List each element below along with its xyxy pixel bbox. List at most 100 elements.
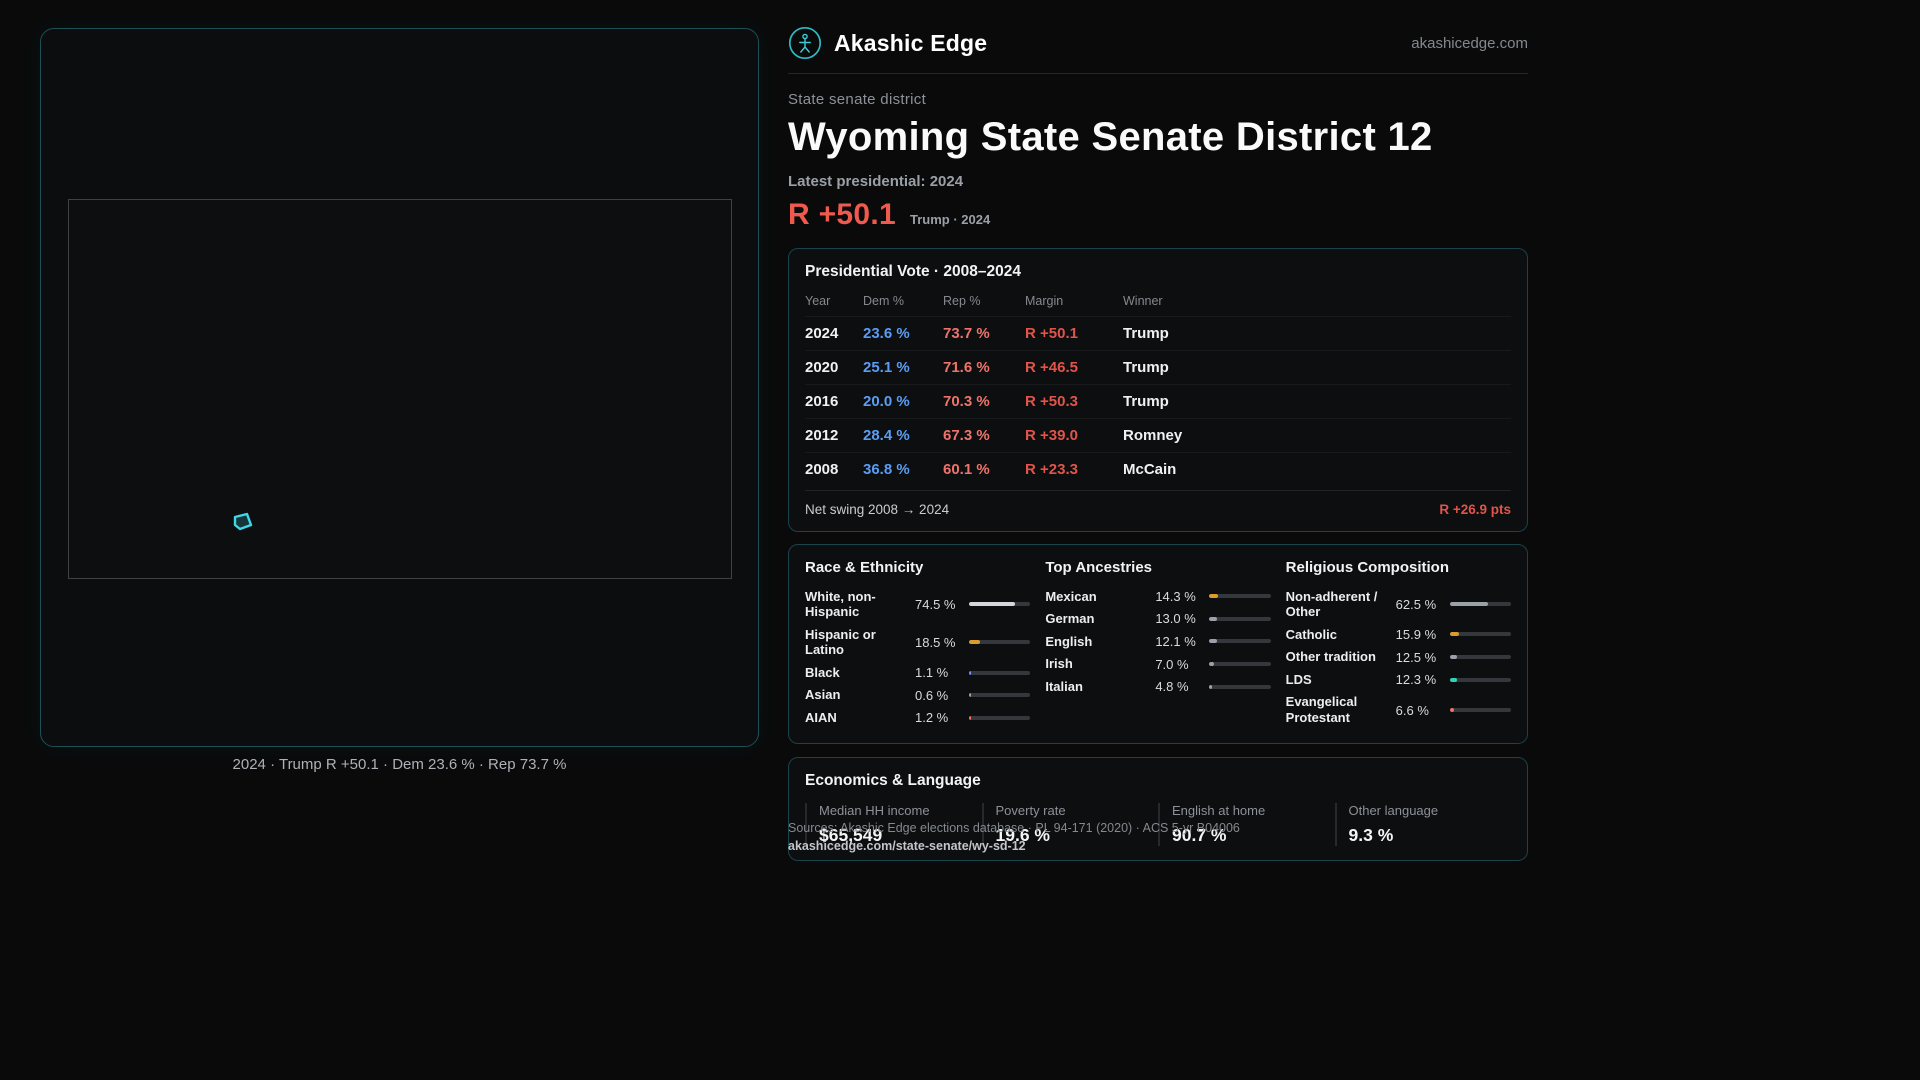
year-cell: 2012 [805,427,839,444]
stat-median-income: Median HH income $65,549 [805,803,982,847]
demo-bar [1209,639,1271,644]
economics-title: Economics & Language [805,772,981,790]
demo-label: Catholic [1285,626,1337,642]
detail-pane: Akashic Edge akashicedge.com State senat… [788,26,1528,862]
demo-bar [1449,602,1511,607]
rep-cell: 67.3 % [943,427,990,444]
latest-presidential-label: Latest presidential: 2024 [788,173,964,190]
demo-row: English 12.1 % [1045,630,1271,653]
table-row: 2016 20.0 % 70.3 % R +50.3 Trump [805,384,1511,418]
demo-bar [969,715,1031,720]
dem-cell: 25.1 % [863,359,910,376]
winner-cell: Trump [1123,325,1169,342]
demo-label: Other tradition [1285,649,1376,665]
demo-bar [1209,616,1271,621]
demo-label: Italian [1045,678,1083,694]
demo-bar [969,670,1031,675]
demo-bar [1209,594,1271,599]
stat-other-language: Other language 9.3 % [1334,803,1512,847]
demo-row: Mexican 14.3 % [1045,585,1271,608]
district-shape-icon[interactable] [231,511,255,533]
demo-label: Evangelical Protestant [1285,694,1358,726]
demographics-panel: Race & Ethnicity White, non-Hispanic 74.… [788,544,1528,745]
state-boundary-outline [68,199,732,579]
economics-stats: Median HH income $65,549 Poverty rate 19… [805,803,1512,847]
stat-label: English at home [1172,803,1266,819]
religion-column: Religious Composition Non-adherent / Oth… [1286,559,1511,729]
demo-bar [1449,632,1511,637]
col-winner: Winner [1123,294,1163,308]
margin-cell: R +50.1 [1025,325,1078,342]
presidential-vote-table: Year Dem % Rep % Margin Winner 2024 23.6… [805,289,1511,486]
presidential-vote-panel: Presidential Vote · 2008–2024 Year Dem %… [788,248,1528,532]
demo-value: 12.3 % [1395,672,1437,688]
table-header-row: Year Dem % Rep % Margin Winner [805,289,1511,316]
demo-bar [1209,684,1271,689]
col-year: Year [805,294,831,308]
demo-row: AIAN 1.2 % [805,707,1031,730]
page-footer: Sources: Akashic Edge elections database… [788,820,1240,855]
demo-row: German 13.0 % [1045,608,1271,631]
demo-value: 62.5 % [1395,596,1437,612]
winner-cell: McCain [1123,461,1177,478]
rep-cell: 60.1 % [943,461,990,478]
demo-bar [969,640,1031,645]
demo-bar [969,602,1031,607]
presidential-vote-title: Presidential Vote · 2008–2024 [805,263,1021,280]
dem-cell: 28.4 % [863,427,910,444]
headline-margin-context: Trump · 2024 [910,212,991,227]
demo-value: 1.2 % [915,710,949,726]
demo-value: 0.6 % [915,687,949,703]
table-row: 2012 28.4 % 67.3 % R +39.0 Romney [805,418,1511,452]
demo-bar [969,693,1031,698]
col-rep: Rep % [943,294,981,308]
demo-label: German [1045,611,1095,627]
table-row: 2024 23.6 % 73.7 % R +50.1 Trump [805,316,1511,350]
demo-row: Other tradition 12.5 % [1286,646,1511,669]
demo-value: 12.5 % [1395,649,1437,665]
permalink[interactable]: akashicedge.com/state-senate/wy-sd-12 [788,839,1026,853]
app-header: Akashic Edge akashicedge.com [788,26,1528,74]
demo-row: White, non-Hispanic 74.5 % [805,585,1031,623]
demo-label: LDS [1285,671,1312,687]
page-title: Wyoming State Senate District 12 [788,115,1433,159]
margin-cell: R +23.3 [1025,461,1078,478]
table-row: 2020 25.1 % 71.6 % R +46.5 Trump [805,350,1511,384]
demo-label: Irish [1045,656,1073,672]
eyebrow-label: State senate district [788,91,927,108]
stat-label: Median HH income [819,803,930,819]
demo-value: 6.6 % [1395,702,1429,718]
demo-row: Evangelical Protestant 6.6 % [1286,691,1511,729]
headline-margin-value: R +50.1 [788,198,897,231]
demo-value: 4.8 % [1155,679,1189,695]
demo-label: Non-adherent / Other [1285,588,1378,620]
col-dem: Dem % [863,294,904,308]
stat-value: 19.6 % [995,825,1050,846]
margin-cell: R +39.0 [1025,427,1078,444]
year-cell: 2008 [805,461,839,478]
net-swing-label: Net swing 2008 → 2024 [805,502,950,517]
demo-label: Mexican [1045,588,1097,604]
demo-value: 13.0 % [1155,611,1196,627]
sources-note: Sources: Akashic Edge elections database… [788,821,1240,835]
demo-value: 15.9 % [1395,626,1437,642]
race-ethnicity-column: Race & Ethnicity White, non-Hispanic 74.… [805,559,1031,730]
stat-value: 90.7 % [1172,825,1227,846]
rep-cell: 71.6 % [943,359,990,376]
headline-margin-line: R +50.1 Trump · 2024 [788,198,1528,232]
dem-cell: 36.8 % [863,461,910,478]
stat-english-at-home: English at home 90.7 % [1158,803,1335,847]
demo-label: White, non-Hispanic [805,588,876,620]
demo-value: 14.3 % [1155,588,1196,604]
demo-value: 7.0 % [1155,656,1189,672]
stat-label: Poverty rate [995,803,1066,819]
stat-value: 9.3 % [1348,825,1394,846]
winner-cell: Trump [1123,393,1169,410]
year-cell: 2016 [805,393,839,410]
demo-row: Asian 0.6 % [805,684,1031,707]
brand-domain-link[interactable]: akashicedge.com [1411,34,1528,52]
demo-row: Non-adherent / Other 62.5 % [1286,585,1511,623]
demo-bar [1449,677,1511,682]
demo-value: 12.1 % [1155,633,1196,649]
map-caption: 2024 · Trump R +50.1 · Dem 23.6 % · Rep … [232,756,567,773]
